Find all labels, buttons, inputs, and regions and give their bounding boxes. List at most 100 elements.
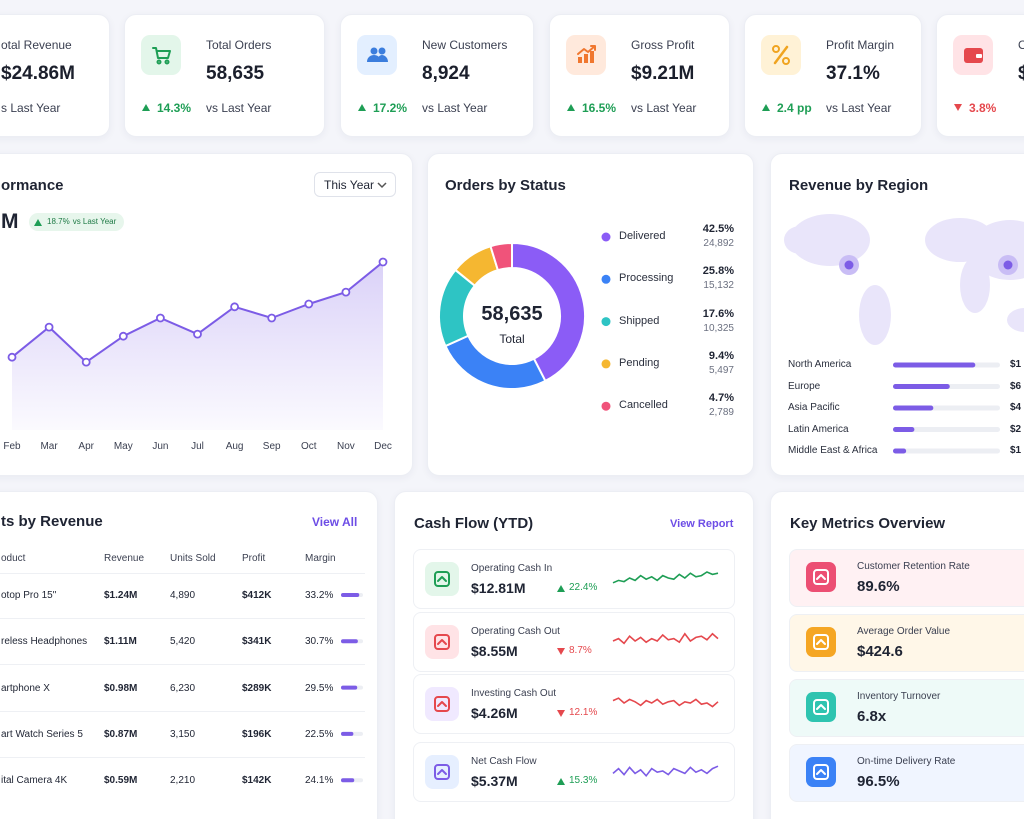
icon-shape: [976, 54, 982, 58]
card-title: Cash Flow (YTD): [414, 515, 534, 532]
metric-icon: [806, 562, 836, 592]
table-cell: 3,150: [170, 728, 196, 740]
cash-value: $12.81M: [471, 580, 526, 596]
region-card: Revenue by Region: [770, 153, 1024, 476]
icon-shape: [578, 51, 594, 63]
cash-icon: [425, 625, 459, 659]
metric-value: 89.6%: [857, 578, 900, 595]
dropdown-label: This Year: [324, 178, 375, 192]
arrow-svg: [762, 104, 770, 111]
kpi-icon: [357, 35, 397, 75]
card-title: Revenue by Region: [789, 177, 929, 194]
icon-shape: [813, 569, 829, 585]
kpi-compare: vs Last Year: [422, 101, 488, 115]
dropdown[interactable]: This Year: [314, 172, 396, 197]
metric-label: Inventory Turnover: [857, 691, 941, 702]
legend-count: 24,892: [703, 238, 734, 249]
icon-shape: [437, 639, 447, 645]
kpi-card: otal Revenue $24.86M s Last Year: [0, 14, 110, 137]
legend-label: Shipped: [619, 314, 660, 327]
badge-suffix: vs Last Year: [72, 217, 117, 226]
cash-icon: [425, 687, 459, 721]
icon-svg: [152, 47, 171, 65]
kpi-compare: vs Last Year: [206, 101, 272, 115]
kpi-value: $: [1018, 63, 1024, 84]
table-cell: $0.98M: [104, 682, 138, 694]
row-divider: [0, 756, 365, 758]
trend-arrow: [142, 104, 150, 111]
kpi-title: Total Orders: [206, 38, 272, 52]
table-cell: $289K: [242, 682, 272, 694]
icon-shape: [152, 47, 171, 59]
metric-label: Customer Retention Rate: [857, 561, 970, 572]
table-cell: 24.1%: [305, 775, 334, 787]
table-cell: 30.7%: [305, 636, 334, 648]
donut-center-label: Total: [499, 332, 525, 346]
kpi-icon: [761, 35, 801, 75]
metric-label: On-time Delivery Rate: [857, 756, 956, 767]
kpi-value: $24.86M: [1, 63, 75, 84]
table-cell: 22.5%: [305, 728, 334, 740]
kpi-title: Profit Margin: [826, 38, 895, 52]
link[interactable]: View Report: [670, 518, 734, 530]
icon-shape: [434, 634, 450, 650]
card-title: ts by Revenue: [1, 513, 103, 530]
icon-shape: [370, 47, 378, 55]
region-label: Latin America: [788, 423, 849, 435]
cash-item: [413, 742, 735, 802]
icon-shape: [434, 764, 450, 780]
cash-label: Net Cash Flow: [471, 756, 537, 767]
icon-shape: [816, 704, 826, 710]
table-cell: artphone X: [1, 682, 50, 694]
card-title: Key Metrics Overview: [790, 515, 946, 532]
icon-shape: [782, 57, 790, 65]
legend-percent: 25.8%: [702, 265, 734, 278]
region-value: $1: [1010, 359, 1022, 370]
kpi-delta: 2.4 pp: [777, 101, 812, 115]
icon-shape: [437, 701, 447, 707]
kpi-compare: s Last Year: [1, 101, 61, 115]
icon-shape: [816, 769, 826, 775]
table-cell: $196K: [242, 728, 272, 740]
region-label: Middle East & Africa: [788, 445, 878, 456]
cash-value: $4.26M: [471, 705, 518, 721]
trend-arrow: [762, 104, 770, 111]
trend-arrow: [358, 104, 366, 111]
icon-svg: [964, 48, 983, 63]
trend-arrow: [557, 585, 565, 592]
icon-shape: [378, 47, 386, 55]
kpi-title: Gross Profit: [631, 38, 695, 52]
kpi-title: otal Revenue: [1, 38, 72, 52]
trend-arrow: [557, 648, 565, 655]
icon-svg: [813, 569, 829, 585]
icon-svg: [813, 634, 829, 650]
arrow-svg: [358, 104, 366, 111]
icon-shape: [813, 764, 829, 780]
legend-label: Delivered: [619, 230, 666, 242]
header-divider: [0, 573, 365, 574]
link[interactable]: View All: [312, 515, 358, 529]
kpi-value: 58,635: [206, 63, 265, 84]
row-divider: [0, 710, 365, 712]
table-cell: $0.59M: [104, 775, 138, 787]
x-tick-label: Nov: [336, 441, 355, 452]
icon-shape: [813, 699, 829, 715]
kpi-delta: 3.8%: [969, 101, 997, 115]
x-tick-label: Oct: [301, 441, 317, 452]
kpi-card: Op $3.8%: [936, 14, 1024, 137]
x-tick-label: May: [113, 441, 133, 452]
cash-delta: 12.1%: [569, 707, 598, 718]
metric-icon: [806, 692, 836, 722]
cash-delta: 15.3%: [569, 775, 598, 786]
icon-svg: [434, 634, 450, 650]
cash-delta: 22.4%: [569, 582, 598, 593]
kpi-card: Profit Margin 37.1% 2.4 pp vs Last Year: [744, 14, 922, 137]
metric-icon: [806, 627, 836, 657]
metric-item: [789, 549, 1024, 607]
badge: 18.7% vs Last Year: [29, 213, 125, 231]
table-cell: $1.11M: [104, 636, 137, 648]
table-cell: art Watch Series 5: [1, 728, 83, 740]
table-cell: $1.24M: [104, 590, 138, 601]
table-cell: reless Headphones: [1, 636, 88, 648]
